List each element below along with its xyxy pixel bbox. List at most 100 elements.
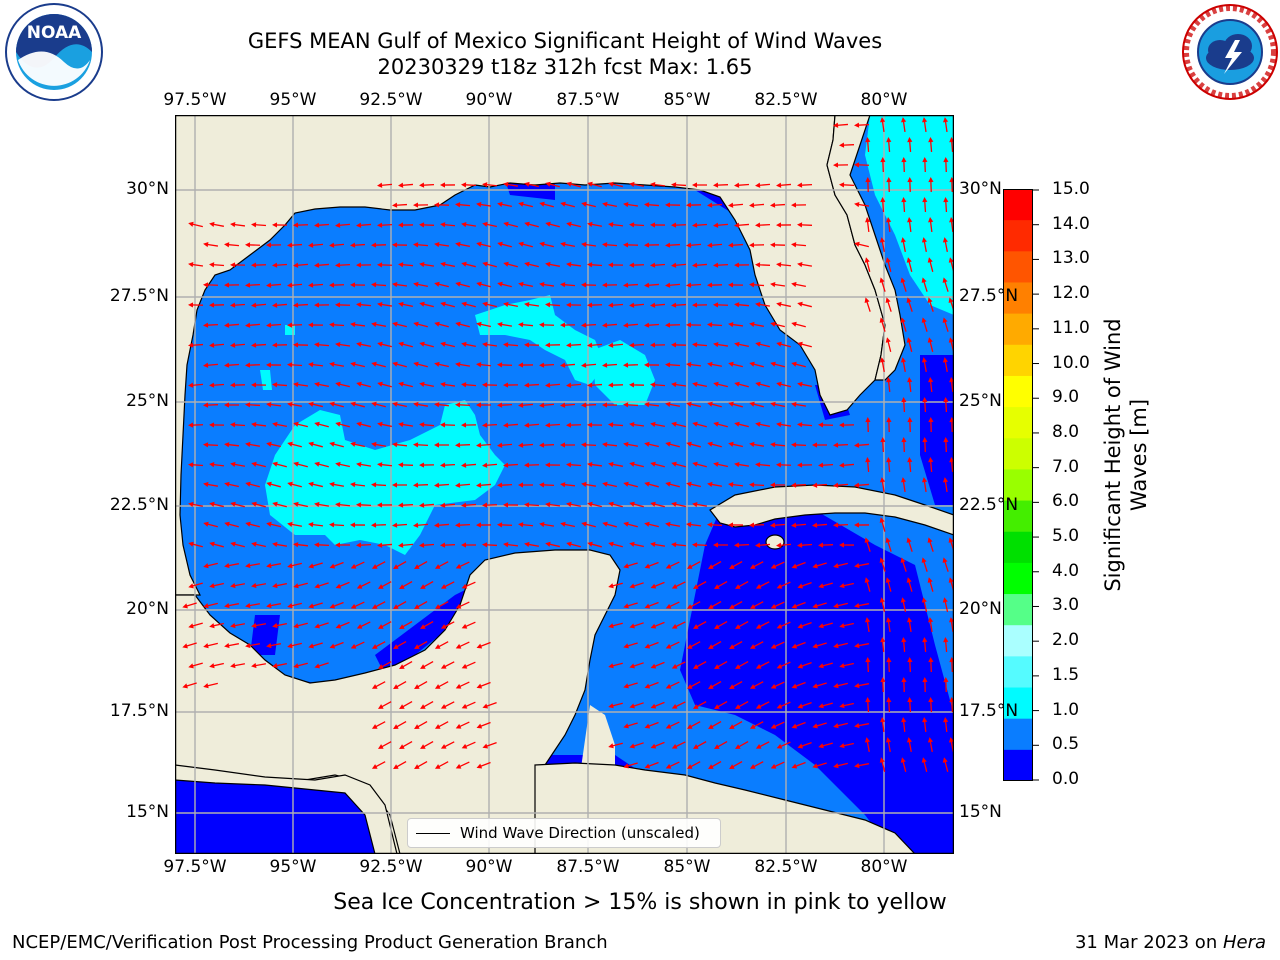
- wave-arrow: [455, 641, 470, 649]
- wave-arrow: [776, 621, 791, 629]
- wave-arrow: [287, 642, 302, 649]
- colorbar-tick-label: 0.0: [1052, 769, 1080, 789]
- wave-arrow: [434, 721, 449, 729]
- wave-arrow: [865, 417, 871, 433]
- colorbar-label: Significant Height of Wind Waves [m]: [1100, 315, 1160, 595]
- wave-arrow: [854, 241, 869, 248]
- wave-arrow: [314, 262, 330, 268]
- chart-subtitle: 20230329 t18z 312h fcst Max: 1.65: [377, 55, 753, 79]
- wave-arrow: [921, 757, 928, 772]
- wave-arrow: [188, 262, 204, 268]
- wave-arrow: [650, 581, 665, 589]
- wave-arrow: [854, 763, 869, 769]
- lon-label-top: 87.5°W: [556, 90, 620, 110]
- wave-arrow: [942, 477, 949, 493]
- wave-arrow: [729, 640, 743, 649]
- wave-arrow: [272, 302, 288, 308]
- wave-arrow: [602, 481, 617, 488]
- wave-arrow: [797, 702, 812, 709]
- wave-arrow: [434, 761, 449, 769]
- wave-arrow: [728, 242, 744, 248]
- wave-arrow: [272, 541, 288, 548]
- wave-arrow: [350, 401, 365, 408]
- wave-arrow: [885, 257, 892, 272]
- wave-arrow: [665, 401, 681, 408]
- wave-arrow: [476, 482, 492, 488]
- colorbar-tick-label: 4.0: [1052, 560, 1080, 581]
- wave-arrow: [707, 361, 722, 368]
- colorbar-tick-label: 15.0: [1052, 179, 1090, 199]
- wave-arrow: [272, 582, 287, 589]
- wave-arrow: [497, 281, 512, 288]
- wave-arrow: [503, 301, 518, 307]
- wave-arrow: [539, 241, 554, 248]
- wave-arrow: [686, 601, 701, 609]
- wave-arrow: [392, 321, 407, 328]
- wave-arrow: [942, 597, 949, 612]
- wave-arrow: [791, 681, 806, 689]
- wave-arrow: [224, 362, 240, 368]
- wave-arrow: [602, 201, 617, 208]
- wave-arrow: [581, 481, 597, 488]
- wave-arrow: [864, 617, 871, 633]
- wave-arrow: [230, 422, 246, 428]
- wave-arrow: [182, 602, 197, 609]
- wave-arrow: [566, 382, 582, 388]
- wave-arrow: [880, 197, 886, 213]
- wave-arrow: [886, 137, 892, 153]
- wave-arrow: [776, 381, 791, 388]
- wave-arrow: [885, 577, 892, 592]
- wave-arrow: [776, 182, 792, 188]
- wave-arrow: [692, 461, 707, 468]
- wave-arrow: [440, 261, 455, 268]
- wave-arrow: [482, 382, 498, 388]
- colorbar-segment: [1003, 344, 1033, 377]
- wave-arrow: [414, 760, 428, 769]
- wave-arrow: [650, 741, 665, 749]
- wave-arrow: [245, 562, 261, 569]
- wave-arrow: [392, 282, 408, 288]
- wave-arrow: [707, 322, 723, 328]
- wave-arrow: [729, 720, 743, 729]
- wave-arrow: [833, 442, 849, 448]
- wave-arrow: [854, 683, 869, 689]
- wave-arrow: [329, 322, 345, 328]
- sea-ice-note: Sea Ice Concentration > 15% is shown in …: [333, 890, 947, 915]
- wave-arrow: [377, 182, 393, 188]
- wave-arrow: [644, 681, 659, 689]
- wave-arrow: [770, 681, 785, 689]
- wave-arrow: [203, 682, 218, 689]
- wave-arrow: [251, 461, 266, 468]
- wave-arrow: [251, 582, 267, 589]
- wave-arrow: [942, 277, 949, 292]
- wave-arrow: [287, 441, 302, 448]
- wave-arrow: [461, 341, 476, 348]
- wave-arrow: [209, 662, 224, 669]
- wave-arrow: [839, 142, 855, 148]
- wave-arrow: [209, 582, 224, 589]
- wave-arrow: [377, 222, 393, 228]
- wave-arrow: [398, 341, 413, 348]
- wave-arrow: [287, 362, 303, 368]
- wave-arrow: [440, 502, 456, 508]
- wave-arrow: [755, 341, 770, 348]
- wave-arrow: [728, 522, 744, 528]
- colorbar-segment: [1003, 500, 1033, 533]
- wave-arrow: [686, 561, 701, 569]
- wave-arrow: [928, 137, 934, 153]
- wave-arrow: [497, 362, 513, 368]
- wave-arrow: [734, 542, 750, 548]
- wave-arrow: [230, 501, 245, 508]
- wave-arrow: [461, 502, 477, 508]
- wave-arrow: [833, 162, 849, 168]
- wave-arrow: [865, 657, 871, 673]
- wave-arrow: [476, 761, 491, 769]
- wave-arrow: [650, 701, 665, 709]
- wave-arrow: [329, 522, 345, 528]
- wave-arrow: [818, 662, 833, 669]
- colorbar-segment: [1003, 594, 1033, 626]
- colorbar: [1003, 189, 1039, 781]
- wave-arrow: [901, 157, 907, 173]
- wave-arrow: [879, 557, 886, 572]
- wave-arrow: [224, 242, 240, 248]
